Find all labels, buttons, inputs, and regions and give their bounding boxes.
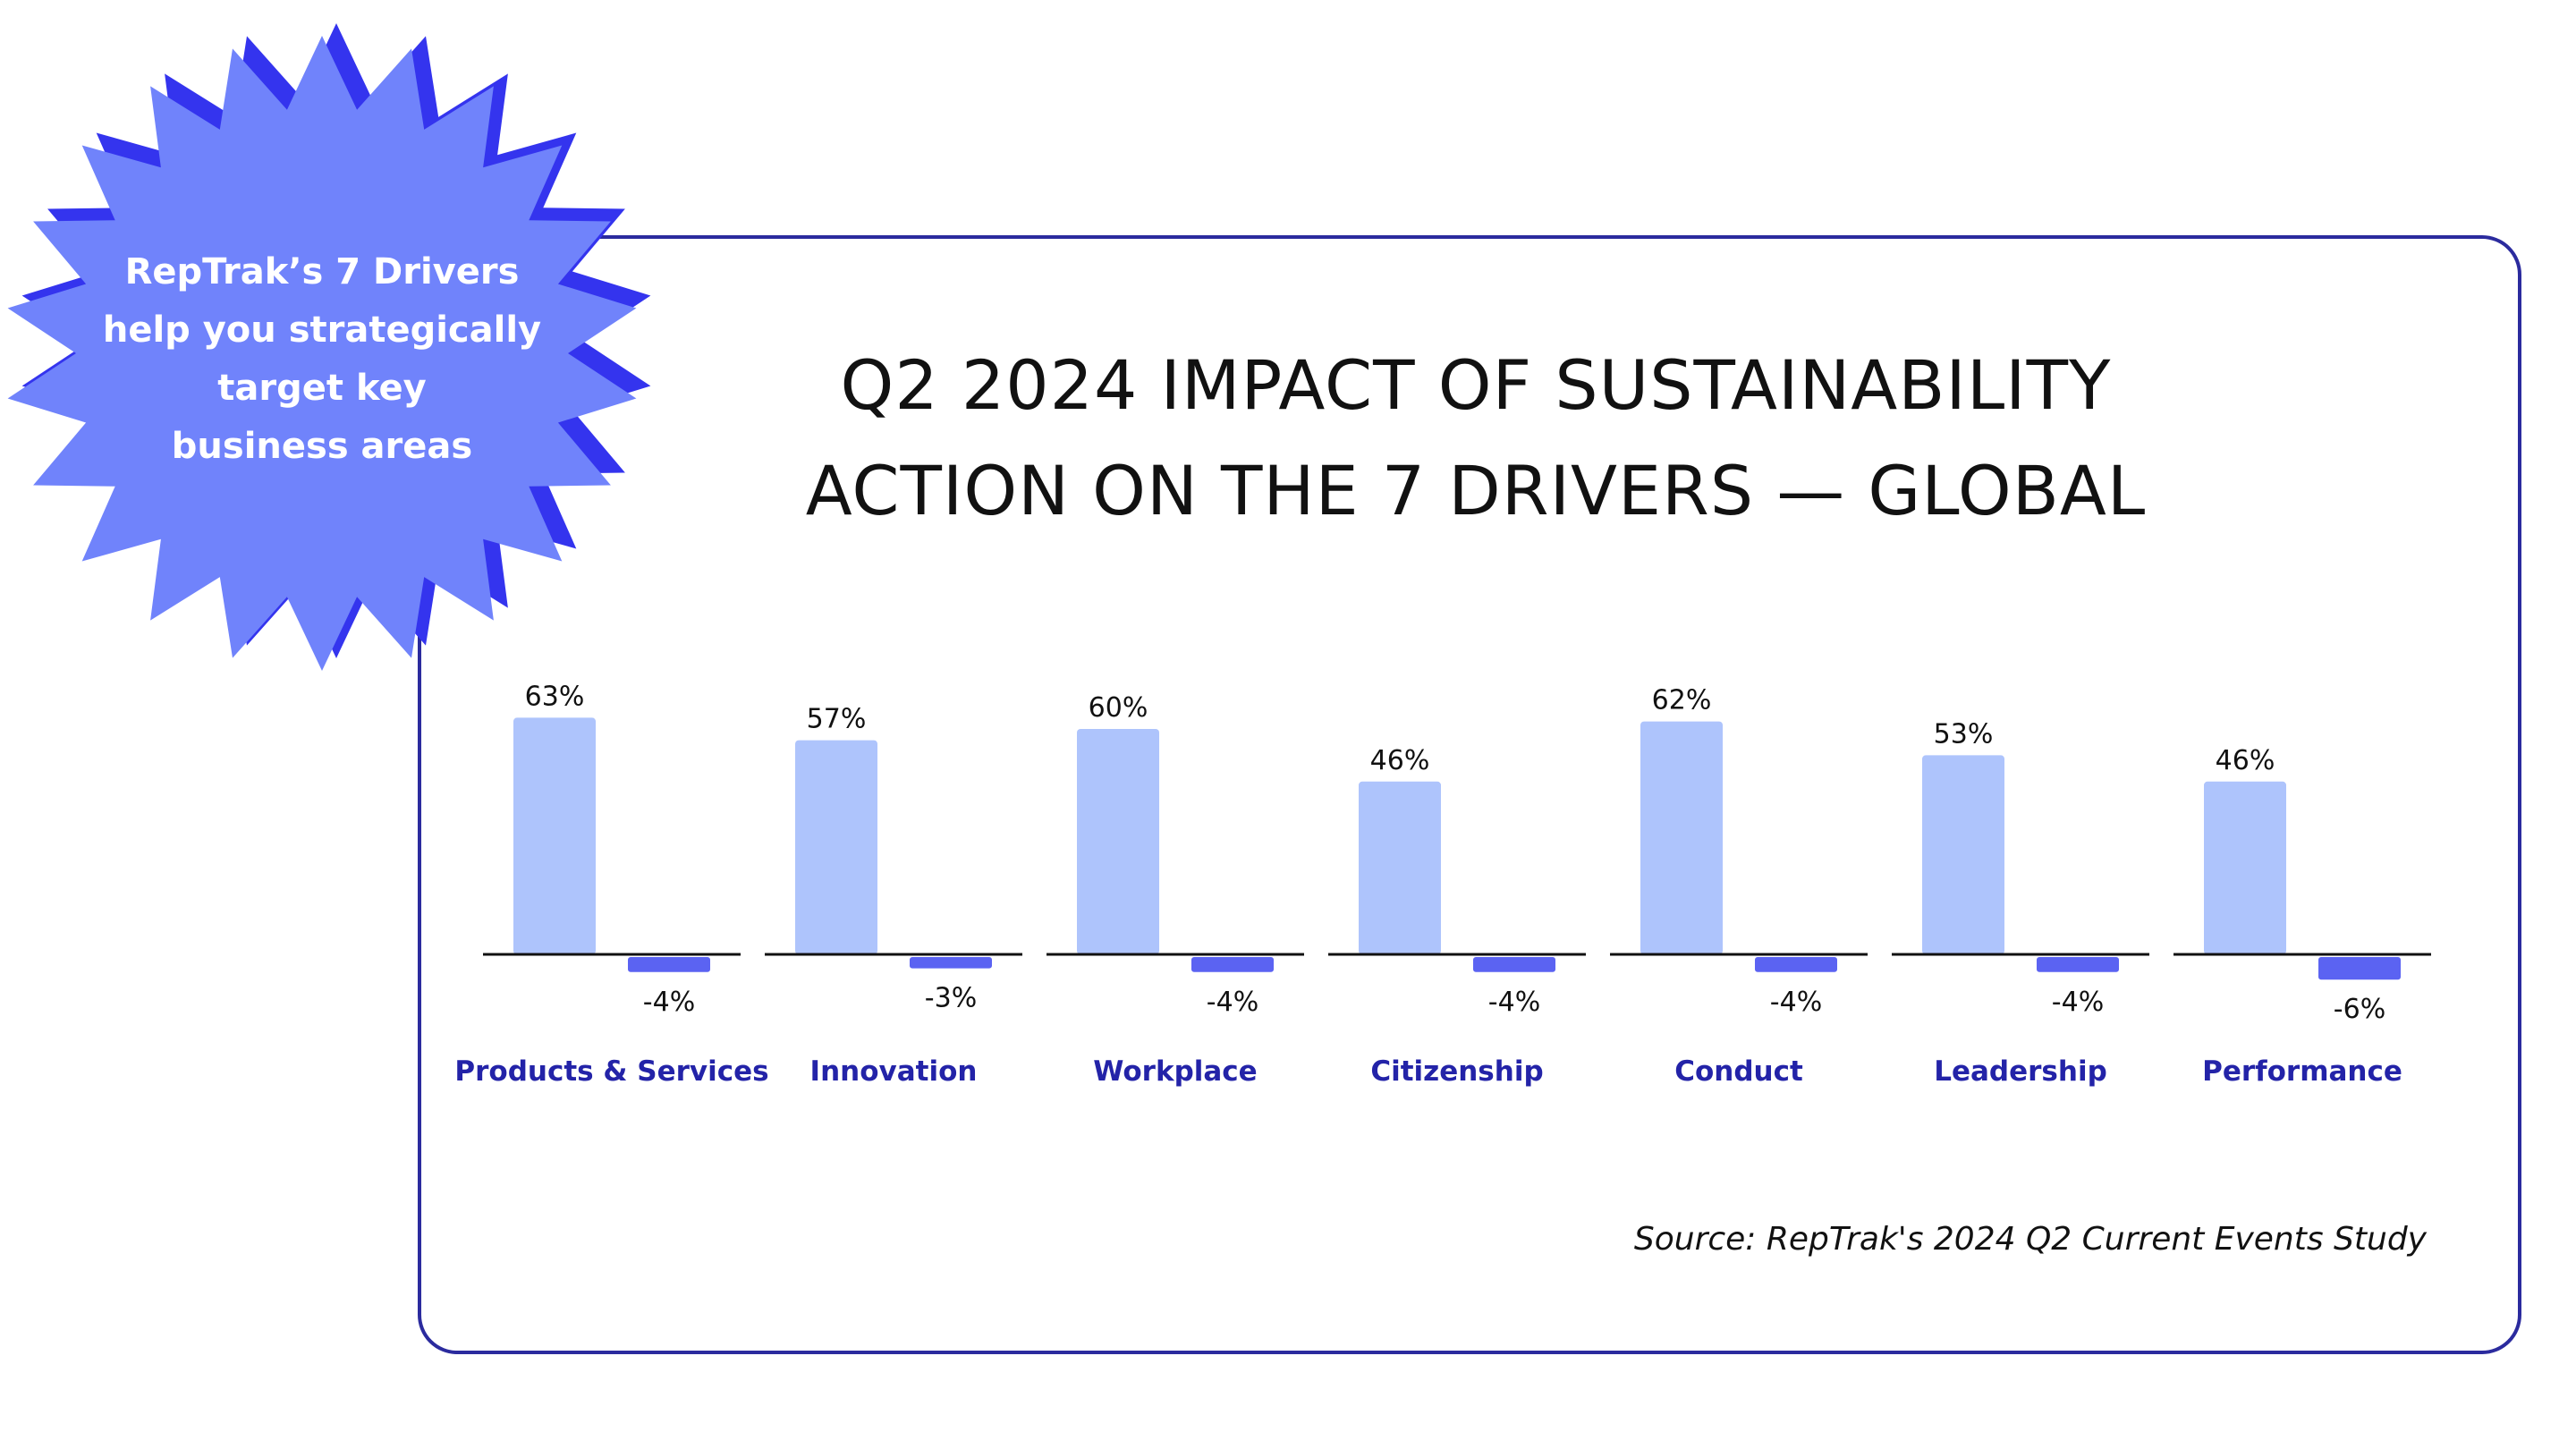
badge-line-2: help you strategically bbox=[102, 309, 542, 351]
negative-bar bbox=[1191, 957, 1274, 972]
category-label: Citizenship bbox=[1370, 1055, 1543, 1088]
positive-data-label: 46% bbox=[1370, 745, 1430, 776]
badge-text: RepTrak’s 7 Drivers help you strategical… bbox=[72, 243, 572, 476]
negative-data-label: -4% bbox=[1770, 987, 1822, 1018]
source-note: Source: RepTrak's 2024 Q2 Current Events… bbox=[1633, 1221, 2427, 1258]
category-label: Workplace bbox=[1093, 1055, 1257, 1088]
chart-title-line-2: ACTION ON THE 7 DRIVERS — GLOBAL bbox=[805, 451, 2147, 530]
chart-title-line-1: Q2 2024 IMPACT OF SUSTAINABILITY bbox=[840, 345, 2112, 425]
badge-line-3: target key bbox=[217, 368, 427, 409]
positive-bar bbox=[2204, 781, 2286, 954]
positive-data-label: 60% bbox=[1089, 692, 1148, 724]
chart-card bbox=[418, 235, 2521, 1354]
positive-data-label: 46% bbox=[2216, 745, 2275, 776]
positive-data-label: 53% bbox=[1934, 718, 1994, 750]
negative-data-label: -3% bbox=[925, 983, 977, 1014]
positive-bar bbox=[1922, 755, 2004, 954]
negative-bar bbox=[910, 957, 992, 969]
negative-data-label: -6% bbox=[2334, 994, 2385, 1025]
negative-bar bbox=[2037, 957, 2119, 972]
starburst-shape bbox=[7, 23, 651, 671]
negative-data-label: -4% bbox=[1488, 987, 1540, 1018]
negative-bar bbox=[1473, 957, 1555, 972]
positive-bar bbox=[1640, 721, 1723, 954]
negative-bar bbox=[628, 957, 710, 972]
badge-line-4: business areas bbox=[171, 426, 473, 467]
negative-bar bbox=[1755, 957, 1837, 972]
category-label: Innovation bbox=[810, 1055, 978, 1088]
positive-bar bbox=[1077, 729, 1159, 954]
starburst-fill bbox=[7, 36, 637, 671]
category-label: Products & Services bbox=[454, 1055, 768, 1088]
category-label: Leadership bbox=[1934, 1055, 2107, 1088]
category-label: Performance bbox=[2202, 1055, 2402, 1088]
negative-data-label: -4% bbox=[2052, 987, 2104, 1018]
chart-title: Q2 2024 IMPACT OF SUSTAINABILITY ACTION … bbox=[537, 333, 2415, 544]
positive-data-label: 63% bbox=[525, 681, 585, 712]
negative-bar bbox=[2318, 957, 2401, 980]
positive-bar bbox=[1359, 781, 1441, 954]
positive-bar bbox=[513, 717, 596, 954]
badge-line-1: RepTrak’s 7 Drivers bbox=[124, 251, 520, 292]
positive-bar bbox=[795, 740, 877, 954]
starburst-badge: RepTrak’s 7 Drivers help you strategical… bbox=[0, 18, 662, 680]
negative-data-label: -4% bbox=[1207, 987, 1258, 1018]
positive-data-label: 62% bbox=[1652, 685, 1712, 716]
category-label: Conduct bbox=[1674, 1055, 1803, 1088]
negative-data-label: -4% bbox=[643, 987, 695, 1018]
positive-data-label: 57% bbox=[807, 704, 867, 735]
